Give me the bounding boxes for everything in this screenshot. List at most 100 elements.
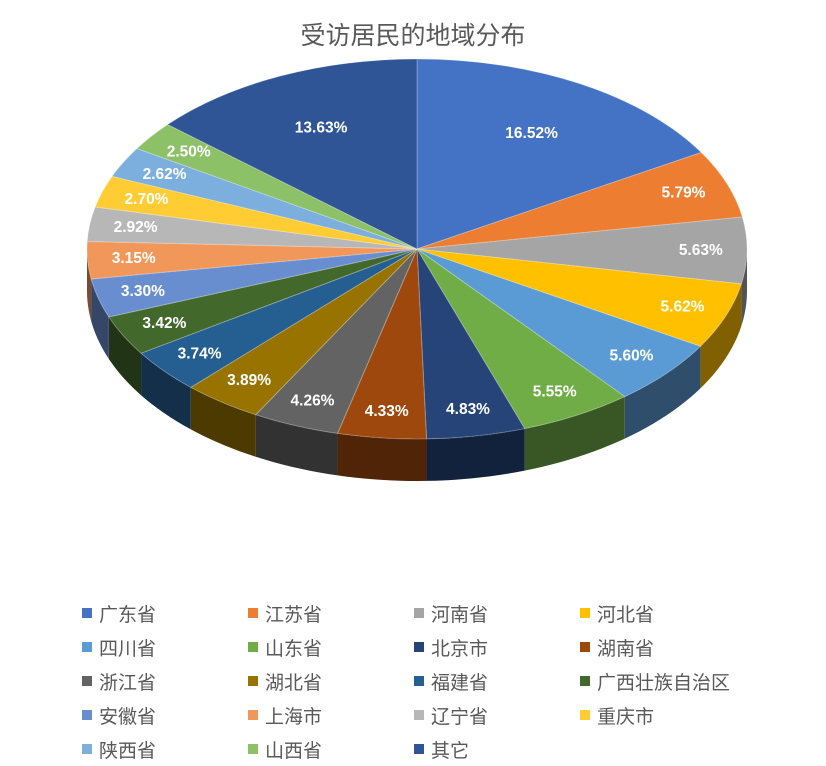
pie-side-7 — [426, 428, 525, 481]
legend-swatch — [580, 608, 590, 618]
pie-slice-2 — [416, 151, 743, 250]
legend-swatch — [248, 710, 258, 720]
legend-label: 山西省 — [265, 739, 323, 762]
legend-swatch — [82, 608, 92, 618]
pie-slice-3 — [416, 216, 748, 285]
pie-slice-13 — [90, 248, 418, 318]
data-label-12: 3.42% — [142, 315, 186, 332]
pie-slice-17 — [111, 147, 418, 250]
pie-side-3 — [741, 249, 747, 326]
legend-swatch — [414, 642, 424, 652]
pie-data-labels: 16.52% 5.79% 5.63% 5.62% 5.60% 5.55% 4.83% 4.33… — [112, 120, 723, 421]
legend-label: 福建省 — [431, 671, 489, 694]
chart-title: 受访居民的地域分布 — [300, 21, 526, 50]
legend-item: 安徽省 — [82, 698, 248, 732]
legend-label: 北京市 — [431, 637, 489, 660]
legend-swatch — [82, 676, 92, 686]
data-label-16: 2.70% — [125, 191, 169, 208]
legend-swatch — [248, 676, 258, 686]
data-label-10: 3.89% — [227, 372, 271, 389]
legend-label: 河南省 — [431, 603, 489, 626]
legend-item: 其它 — [414, 732, 580, 766]
legend-label: 上海市 — [265, 705, 323, 728]
legend-label: 浙江省 — [99, 671, 157, 694]
pie-side-10 — [190, 387, 256, 457]
legend-label: 山东省 — [265, 637, 323, 660]
legend-label: 湖北省 — [265, 671, 323, 694]
legend-item: 广东省 — [82, 596, 248, 630]
pie-slice-14 — [86, 240, 418, 280]
pie-side-14 — [87, 249, 92, 321]
legend-item: 广西壮族自治区 — [580, 664, 780, 698]
legend-item: 浙江省 — [82, 664, 248, 698]
data-label-1: 16.52% — [505, 125, 558, 142]
legend-swatch — [248, 642, 258, 652]
pie-slices — [86, 58, 748, 440]
legend-swatch — [248, 744, 258, 754]
legend-item: 北京市 — [414, 630, 580, 664]
data-label-14: 3.15% — [112, 250, 156, 267]
data-label-4: 5.62% — [661, 298, 705, 315]
data-label-5: 5.60% — [610, 348, 654, 365]
legend-item: 山西省 — [248, 732, 414, 766]
pie-slice-8 — [336, 248, 428, 440]
legend-item: 重庆市 — [580, 698, 780, 732]
pie-slice-9 — [254, 248, 418, 434]
pie-slice-6 — [416, 248, 626, 430]
pie-slice-4 — [416, 248, 743, 347]
legend-swatch — [580, 676, 590, 686]
data-label-18: 2.50% — [167, 144, 211, 161]
pie-slice-10 — [189, 248, 418, 416]
pie-side-5 — [624, 346, 701, 439]
data-label-11: 3.74% — [178, 346, 222, 363]
legend-label: 湖南省 — [597, 637, 655, 660]
legend-label: 安徽省 — [99, 705, 157, 728]
legend-label: 辽宁省 — [431, 705, 489, 728]
pie-sides — [87, 249, 747, 481]
legend-label: 陕西省 — [99, 739, 157, 762]
legend-item: 湖南省 — [580, 630, 780, 664]
legend-label: 江苏省 — [265, 603, 323, 626]
pie-slice-15 — [86, 206, 418, 250]
legend-label: 四川省 — [99, 637, 157, 660]
pie-side-13 — [91, 278, 109, 359]
pie-slice-5 — [416, 248, 702, 398]
pie-chart: 16.52% 5.79% 5.63% 5.62% 5.60% 5.55% 4.83% 4.33… — [86, 58, 748, 481]
pie-slice-7 — [416, 248, 526, 440]
data-label-13: 3.30% — [121, 283, 165, 300]
legend-item: 四川省 — [82, 630, 248, 664]
legend-swatch — [414, 676, 424, 686]
data-label-8: 4.33% — [365, 403, 409, 420]
legend-item: 河南省 — [414, 596, 580, 630]
pie-side-12 — [108, 316, 142, 396]
pie-slice-1 — [416, 58, 703, 250]
legend-item: 辽宁省 — [414, 698, 580, 732]
legend-item: 湖北省 — [248, 664, 414, 698]
data-label-17: 2.62% — [143, 166, 187, 183]
legend-item: 江苏省 — [248, 596, 414, 630]
legend-swatch — [414, 608, 424, 618]
legend-item: 陕西省 — [82, 732, 248, 766]
legend-swatch — [82, 744, 92, 754]
legend-swatch — [580, 642, 590, 652]
legend-label: 河北省 — [597, 603, 655, 626]
legend: 广东省 江苏省 河南省 河北省四川省 山东省 北京市 湖南省浙江省 湖北省 福建省 广西壮族自治区… — [82, 596, 782, 766]
data-label-7: 4.83% — [446, 401, 490, 418]
pie-side-6 — [524, 396, 625, 471]
pie-slice-11 — [140, 248, 418, 388]
data-label-9: 4.26% — [291, 392, 335, 409]
legend-item: 上海市 — [248, 698, 414, 732]
legend-label: 其它 — [431, 739, 470, 762]
data-label-2: 5.79% — [662, 184, 706, 201]
data-label-3: 5.63% — [679, 242, 723, 259]
pie-slice-19 — [166, 58, 418, 250]
legend-swatch — [414, 710, 424, 720]
legend-label: 重庆市 — [597, 705, 655, 728]
legend-swatch — [82, 710, 92, 720]
legend-item: 山东省 — [248, 630, 414, 664]
pie-side-8 — [337, 433, 427, 481]
legend-label: 广西壮族自治区 — [597, 671, 731, 694]
legend-item: 河北省 — [580, 596, 780, 630]
pie-slice-16 — [94, 175, 418, 250]
legend-swatch — [414, 744, 424, 754]
